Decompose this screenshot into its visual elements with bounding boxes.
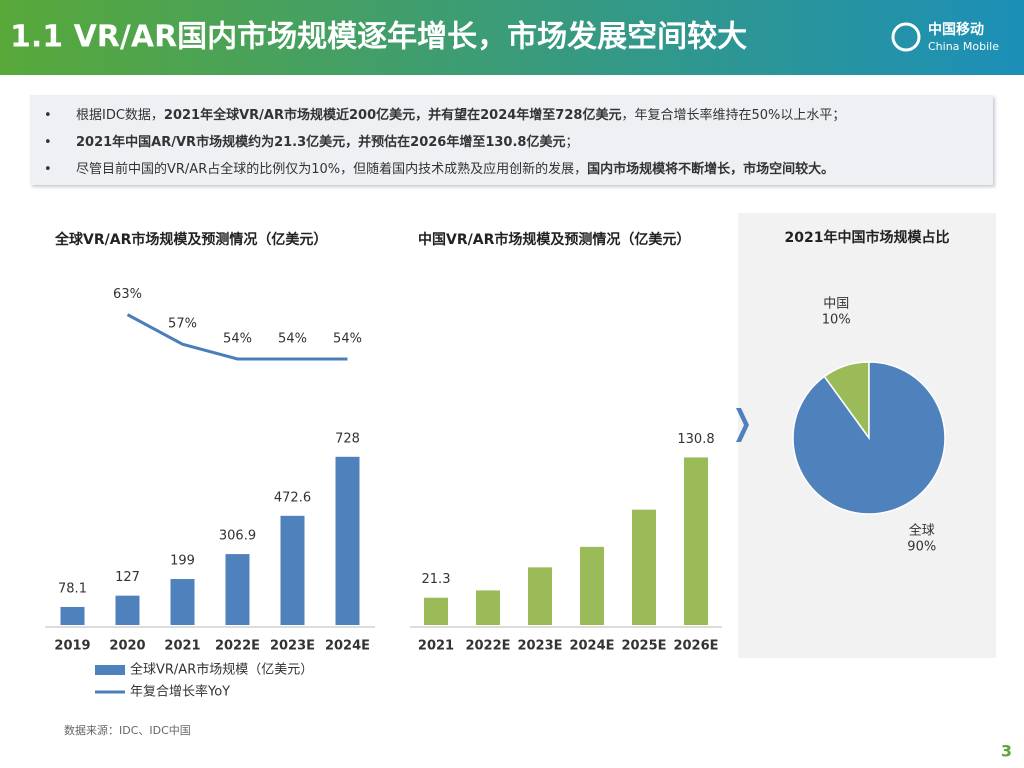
legend-label: 年复合增长率YoY: [130, 684, 230, 700]
bullet: 尽管目前中国的VR/AR占全球的比例仅为10%，但随着国内技术成熟及应用创新的发…: [44, 156, 993, 183]
bullet-text: 2021年中国AR/VR市场规模约为21.3亿美元，并预估在2026年增至130…: [76, 135, 566, 150]
line-label: 54%: [333, 331, 362, 346]
bar-label: 78.1: [58, 581, 87, 596]
bullet-text: 国内市场规模将不断增长，市场空间较大。: [587, 162, 835, 177]
chart-title: 2021年中国市场规模占比: [785, 229, 950, 246]
bar: [170, 579, 195, 625]
bar-label: 21.3: [422, 572, 451, 587]
x-tick-label: 2026E: [673, 639, 718, 654]
bar-label: 306.9: [219, 529, 256, 544]
line-label: 57%: [168, 317, 197, 332]
x-tick-label: 2021: [418, 639, 454, 654]
x-tick-label: 2024E: [569, 639, 614, 654]
logo-cn: 中国移动: [928, 21, 984, 38]
bullet-text: 2021年全球VR/AR市场规模近200亿美元，并有望在2024年增至728亿美…: [163, 108, 622, 123]
bar: [632, 509, 656, 625]
x-tick-label: 2024E: [325, 639, 370, 654]
logo-en: China Mobile: [928, 40, 999, 53]
pie-value: 90%: [907, 539, 936, 554]
bar: [60, 606, 85, 625]
bar: [335, 456, 360, 625]
bar: [580, 546, 604, 625]
bullet: 2021年中国AR/VR市场规模约为21.3亿美元，并预估在2026年增至130…: [44, 129, 993, 156]
bar: [476, 590, 500, 625]
x-tick-label: 2022E: [465, 639, 510, 654]
pie-label: 全球: [909, 522, 935, 538]
x-tick-label: 2019: [54, 639, 90, 654]
bar: [280, 515, 305, 625]
line-label: 54%: [223, 331, 252, 346]
bar: [225, 554, 250, 625]
bullet-text: 根据IDC数据，: [76, 108, 164, 123]
x-tick-label: 2022E: [215, 639, 260, 654]
x-tick-label: 2020: [109, 639, 145, 654]
bullet-box: 根据IDC数据，2021年全球VR/AR市场规模近200亿美元，并有望在2024…: [30, 95, 993, 185]
bar-label: 472.6: [274, 490, 311, 505]
bar-label: 728: [335, 431, 360, 446]
legend-label: 全球VR/AR市场规模（亿美元）: [130, 662, 313, 678]
bullet: 根据IDC数据，2021年全球VR/AR市场规模近200亿美元，并有望在2024…: [44, 102, 993, 129]
x-tick-label: 2025E: [621, 639, 666, 654]
line-label: 54%: [278, 331, 307, 346]
pie-value: 10%: [822, 313, 851, 328]
line: [126, 313, 348, 361]
legend-swatch: [95, 665, 125, 675]
bar: [528, 567, 552, 625]
chevron: [736, 408, 749, 442]
chart-title: 全球VR/AR市场规模及预测情况（亿美元）: [54, 231, 327, 248]
x-tick-label: 2023E: [270, 639, 315, 654]
line-label: 63%: [113, 287, 142, 302]
bullet-text: ，年复合增长率维持在50%以上水平；: [621, 108, 846, 123]
slide-title: 1.1 VR/AR国内市场规模逐年增长，市场发展空间较大: [10, 20, 747, 55]
bar-label: 199: [170, 554, 195, 569]
bullet-text: 尽管目前中国的VR/AR占全球的比例仅为10%，但随着国内技术成熟及应用创新的发…: [76, 162, 588, 177]
bar-label: 127: [115, 570, 140, 585]
bar: [684, 457, 708, 625]
x-tick-label: 2021: [164, 639, 200, 654]
bar-label: 130.8: [677, 432, 714, 447]
pie-slice: [792, 361, 946, 515]
x-tick-label: 2023E: [517, 639, 562, 654]
bar: [115, 595, 140, 625]
logo-icon: [891, 22, 921, 52]
bar: [424, 597, 448, 625]
chart-title: 中国VR/AR市场规模及预测情况（亿美元）: [418, 231, 690, 248]
pie-label: 中国: [823, 297, 849, 312]
page-number: 3: [1001, 742, 1012, 761]
source: 数据来源：IDC、IDC中国: [64, 723, 191, 737]
bullet-text: ；: [565, 135, 579, 150]
header-bar: [0, 0, 1024, 75]
